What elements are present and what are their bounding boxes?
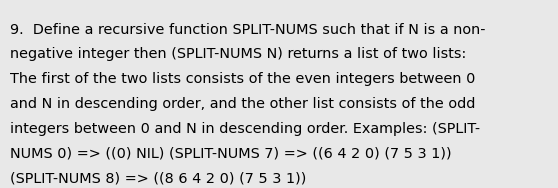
Text: integers between 0 and N in descending order. Examples: (SPLIT-: integers between 0 and N in descending o… <box>10 122 480 136</box>
Text: NUMS 0) => ((0) NIL) (SPLIT-NUMS 7) => ((6 4 2 0) (7 5 3 1)): NUMS 0) => ((0) NIL) (SPLIT-NUMS 7) => (… <box>10 147 451 161</box>
Text: 9.  Define a recursive function SPLIT-NUMS such that if N is a non-: 9. Define a recursive function SPLIT-NUM… <box>10 23 485 36</box>
Text: The first of the two lists consists of the even integers between 0: The first of the two lists consists of t… <box>10 72 475 86</box>
Text: (SPLIT-NUMS 8) => ((8 6 4 2 0) (7 5 3 1)): (SPLIT-NUMS 8) => ((8 6 4 2 0) (7 5 3 1)… <box>10 171 306 185</box>
Text: and N in descending order, and the other list consists of the odd: and N in descending order, and the other… <box>10 97 475 111</box>
Text: negative integer then (SPLIT-NUMS N) returns a list of two lists:: negative integer then (SPLIT-NUMS N) ret… <box>10 47 466 61</box>
